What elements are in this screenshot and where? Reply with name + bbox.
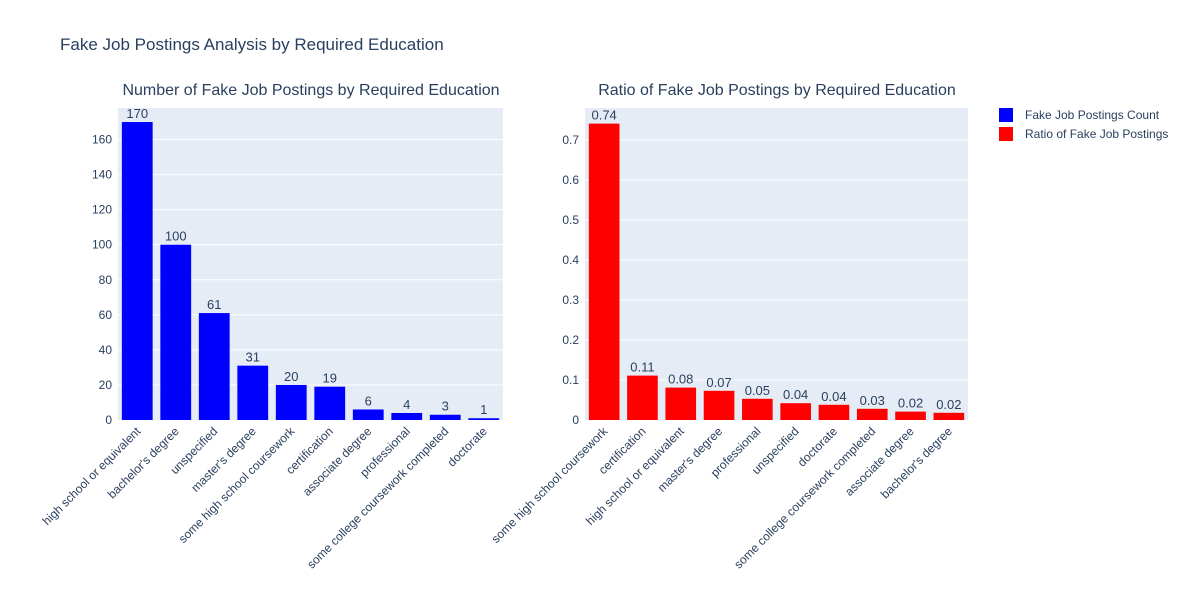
legend-item-count[interactable]: Fake Job Postings Count (999, 108, 1160, 122)
y-tick-label: 0.2 (562, 333, 579, 347)
bars: 0.74 0.11 0.08 0.07 0.05 0.04 0.04 0.03 0.02 0.02 (588, 108, 965, 420)
bar[interactable] (429, 414, 461, 420)
legend-item-ratio[interactable]: Ratio of Fake Job Postings (999, 127, 1168, 141)
data-label: 3 (442, 399, 449, 414)
x-tick-label: doctorate (445, 424, 491, 470)
bar[interactable] (314, 386, 346, 420)
legend[interactable]: Fake Job Postings Count Ratio of Fake Jo… (999, 108, 1168, 141)
data-label: 20 (284, 369, 298, 384)
bar[interactable] (352, 409, 384, 420)
y-tick-label: 120 (92, 203, 112, 217)
x-tick-label: associate degree (300, 424, 375, 499)
data-label: 6 (365, 393, 372, 408)
bar[interactable] (895, 411, 926, 420)
y-tick-label: 80 (99, 273, 113, 287)
data-label: 0.04 (783, 387, 808, 402)
x-tick-label: some college coursework completed (731, 424, 878, 571)
data-label: 0.74 (591, 108, 616, 123)
bar[interactable] (588, 123, 620, 420)
y-tick-label: 60 (99, 308, 113, 322)
data-label: 170 (126, 106, 148, 121)
figure-title: Fake Job Postings Analysis by Required E… (60, 35, 444, 54)
x-tick-label: some college coursework completed (304, 424, 451, 571)
x-tick-label: bachelor's degree (105, 424, 182, 501)
bar[interactable] (391, 412, 423, 420)
y-axis: 0 20 40 60 80 100 120 140 160 (92, 133, 112, 427)
y-tick-label: 0 (105, 413, 112, 427)
y-tick-label: 40 (99, 343, 113, 357)
y-tick-label: 160 (92, 133, 112, 147)
data-label: 0.03 (860, 393, 885, 408)
y-tick-label: 0.5 (562, 213, 579, 227)
bar[interactable] (468, 418, 500, 420)
bar[interactable] (703, 390, 735, 420)
ratio-subplot: Ratio of Fake Job Postings by Required E… (489, 82, 968, 571)
bar[interactable] (627, 375, 658, 420)
data-label: 0.04 (821, 389, 846, 404)
data-label: 0.02 (898, 396, 923, 411)
gridlines (585, 139, 968, 381)
legend-label-ratio: Ratio of Fake Job Postings (1025, 127, 1168, 141)
y-tick-label: 20 (99, 378, 113, 392)
data-label: 100 (165, 229, 187, 244)
y-tick-label: 0 (572, 413, 579, 427)
count-subplot: Number of Fake Job Postings by Required … (40, 82, 503, 571)
legend-label-count: Fake Job Postings Count (1025, 108, 1160, 122)
data-label: 31 (246, 350, 260, 365)
bar[interactable] (198, 313, 230, 420)
x-tick-label: associate degree (842, 424, 917, 499)
bar[interactable] (742, 398, 773, 420)
data-label: 19 (323, 371, 337, 386)
data-label: 0.08 (668, 372, 693, 387)
data-label: 0.11 (630, 360, 654, 375)
ratio-plot-area (585, 108, 968, 420)
y-tick-label: 140 (92, 168, 112, 182)
y-tick-label: 0.3 (562, 293, 579, 307)
data-label: 1 (480, 402, 487, 417)
legend-swatch-ratio (999, 127, 1013, 141)
x-tick-label: bachelor's degree (878, 424, 955, 501)
y-tick-label: 0.7 (562, 133, 579, 147)
bar[interactable] (160, 244, 192, 420)
y-tick-label: 0.4 (562, 253, 579, 267)
x-axis: some high school courseworkcertification… (489, 424, 956, 572)
bar[interactable] (818, 404, 850, 420)
y-axis: 0 0.1 0.2 0.3 0.4 0.5 0.6 0.7 (562, 133, 579, 427)
data-label: 0.07 (706, 375, 731, 390)
bar[interactable] (665, 387, 697, 420)
y-tick-label: 0.6 (562, 173, 579, 187)
bar[interactable] (933, 412, 965, 420)
data-label: 61 (207, 297, 221, 312)
bar[interactable] (275, 384, 307, 420)
count-subplot-title: Number of Fake Job Postings by Required … (122, 82, 499, 99)
ratio-subplot-title: Ratio of Fake Job Postings by Required E… (598, 82, 956, 99)
legend-swatch-count (999, 108, 1013, 122)
data-label: 0.02 (936, 397, 961, 412)
y-tick-label: 100 (92, 238, 112, 252)
bar[interactable] (121, 122, 153, 421)
bar[interactable] (780, 403, 811, 420)
bar[interactable] (237, 365, 269, 420)
y-tick-label: 0.1 (562, 373, 579, 387)
data-label: 0.05 (745, 383, 770, 398)
bar[interactable] (856, 408, 888, 420)
data-label: 4 (403, 397, 410, 412)
